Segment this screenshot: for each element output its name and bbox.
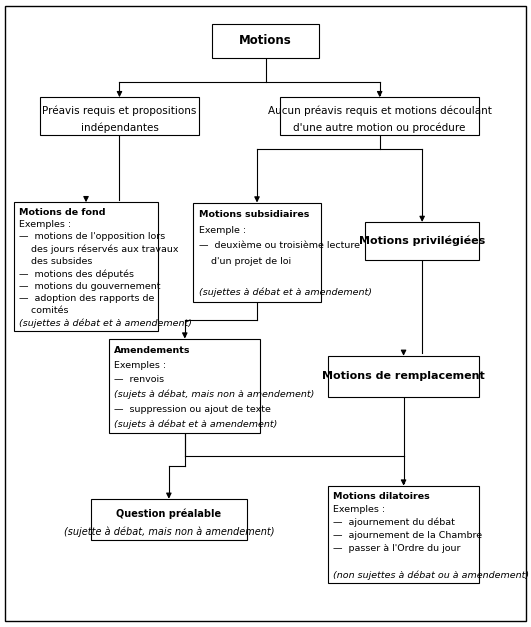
Text: Motions dilatoires: Motions dilatoires [333,492,430,500]
Text: —  motions des députés: — motions des députés [19,269,134,278]
Text: Exemples :: Exemples : [114,361,167,369]
Text: —  ajournement du débat: — ajournement du débat [333,518,455,527]
Text: indépendantes: indépendantes [81,123,158,133]
Text: Exemples :: Exemples : [333,505,386,514]
Text: Motions subsidiaires: Motions subsidiaires [199,211,309,219]
Text: Exemples :: Exemples : [19,220,71,229]
Text: (sujets à débat et à amendement): (sujets à débat et à amendement) [114,419,278,429]
Bar [365,222,479,260]
Text: —  ajournement de la Chambre: — ajournement de la Chambre [333,531,482,540]
Text: Préavis requis et propositions: Préavis requis et propositions [42,105,196,116]
Text: —  suppression ou ajout de texte: — suppression ou ajout de texte [114,404,271,414]
Text: (sujettes à débat et à amendement): (sujettes à débat et à amendement) [19,319,192,328]
Bar [40,97,199,135]
Bar [328,485,479,583]
Bar [14,202,158,331]
Text: Question préalable: Question préalable [116,508,221,519]
Text: (sujets à débat, mais non à amendement): (sujets à débat, mais non à amendement) [114,389,315,399]
Text: —  adoption des rapports de: — adoption des rapports de [19,294,155,303]
Text: d'un projet de loi: d'un projet de loi [199,257,290,266]
Text: —  deuxième ou troisième lecture: — deuxième ou troisième lecture [199,241,359,250]
Bar [212,23,319,58]
Text: Motions privilégiées: Motions privilégiées [359,236,485,246]
Text: comités: comités [19,307,68,315]
Bar [280,97,479,135]
Bar [109,339,260,433]
Text: —  passer à l'Ordre du jour: — passer à l'Ordre du jour [333,544,461,553]
Text: (non sujettes à débat ou à amendement): (non sujettes à débat ou à amendement) [333,570,529,580]
Text: d'une autre motion ou procédure: d'une autre motion ou procédure [294,123,466,133]
Text: Motions de fond: Motions de fond [19,208,106,216]
Text: des jours réservés aux travaux: des jours réservés aux travaux [19,245,178,254]
Text: (sujette à débat, mais non à amendement): (sujette à débat, mais non à amendement) [64,527,274,537]
Text: des subsides: des subsides [19,257,92,266]
Text: Motions de remplacement: Motions de remplacement [322,371,485,381]
Bar [193,203,321,302]
Text: Amendements: Amendements [114,346,191,355]
Text: Motions: Motions [239,34,292,47]
Text: (sujettes à débat et à amendement): (sujettes à débat et à amendement) [199,288,372,297]
Bar [90,499,247,539]
Text: —  motions du gouvernement: — motions du gouvernement [19,282,160,291]
Bar [328,356,479,396]
Text: —  motions de l'opposition lors: — motions de l'opposition lors [19,233,165,241]
Text: Exemple :: Exemple : [199,226,246,235]
Text: —  renvois: — renvois [114,375,165,384]
Text: Aucun préavis requis et motions découlant: Aucun préavis requis et motions découlan… [268,105,492,116]
